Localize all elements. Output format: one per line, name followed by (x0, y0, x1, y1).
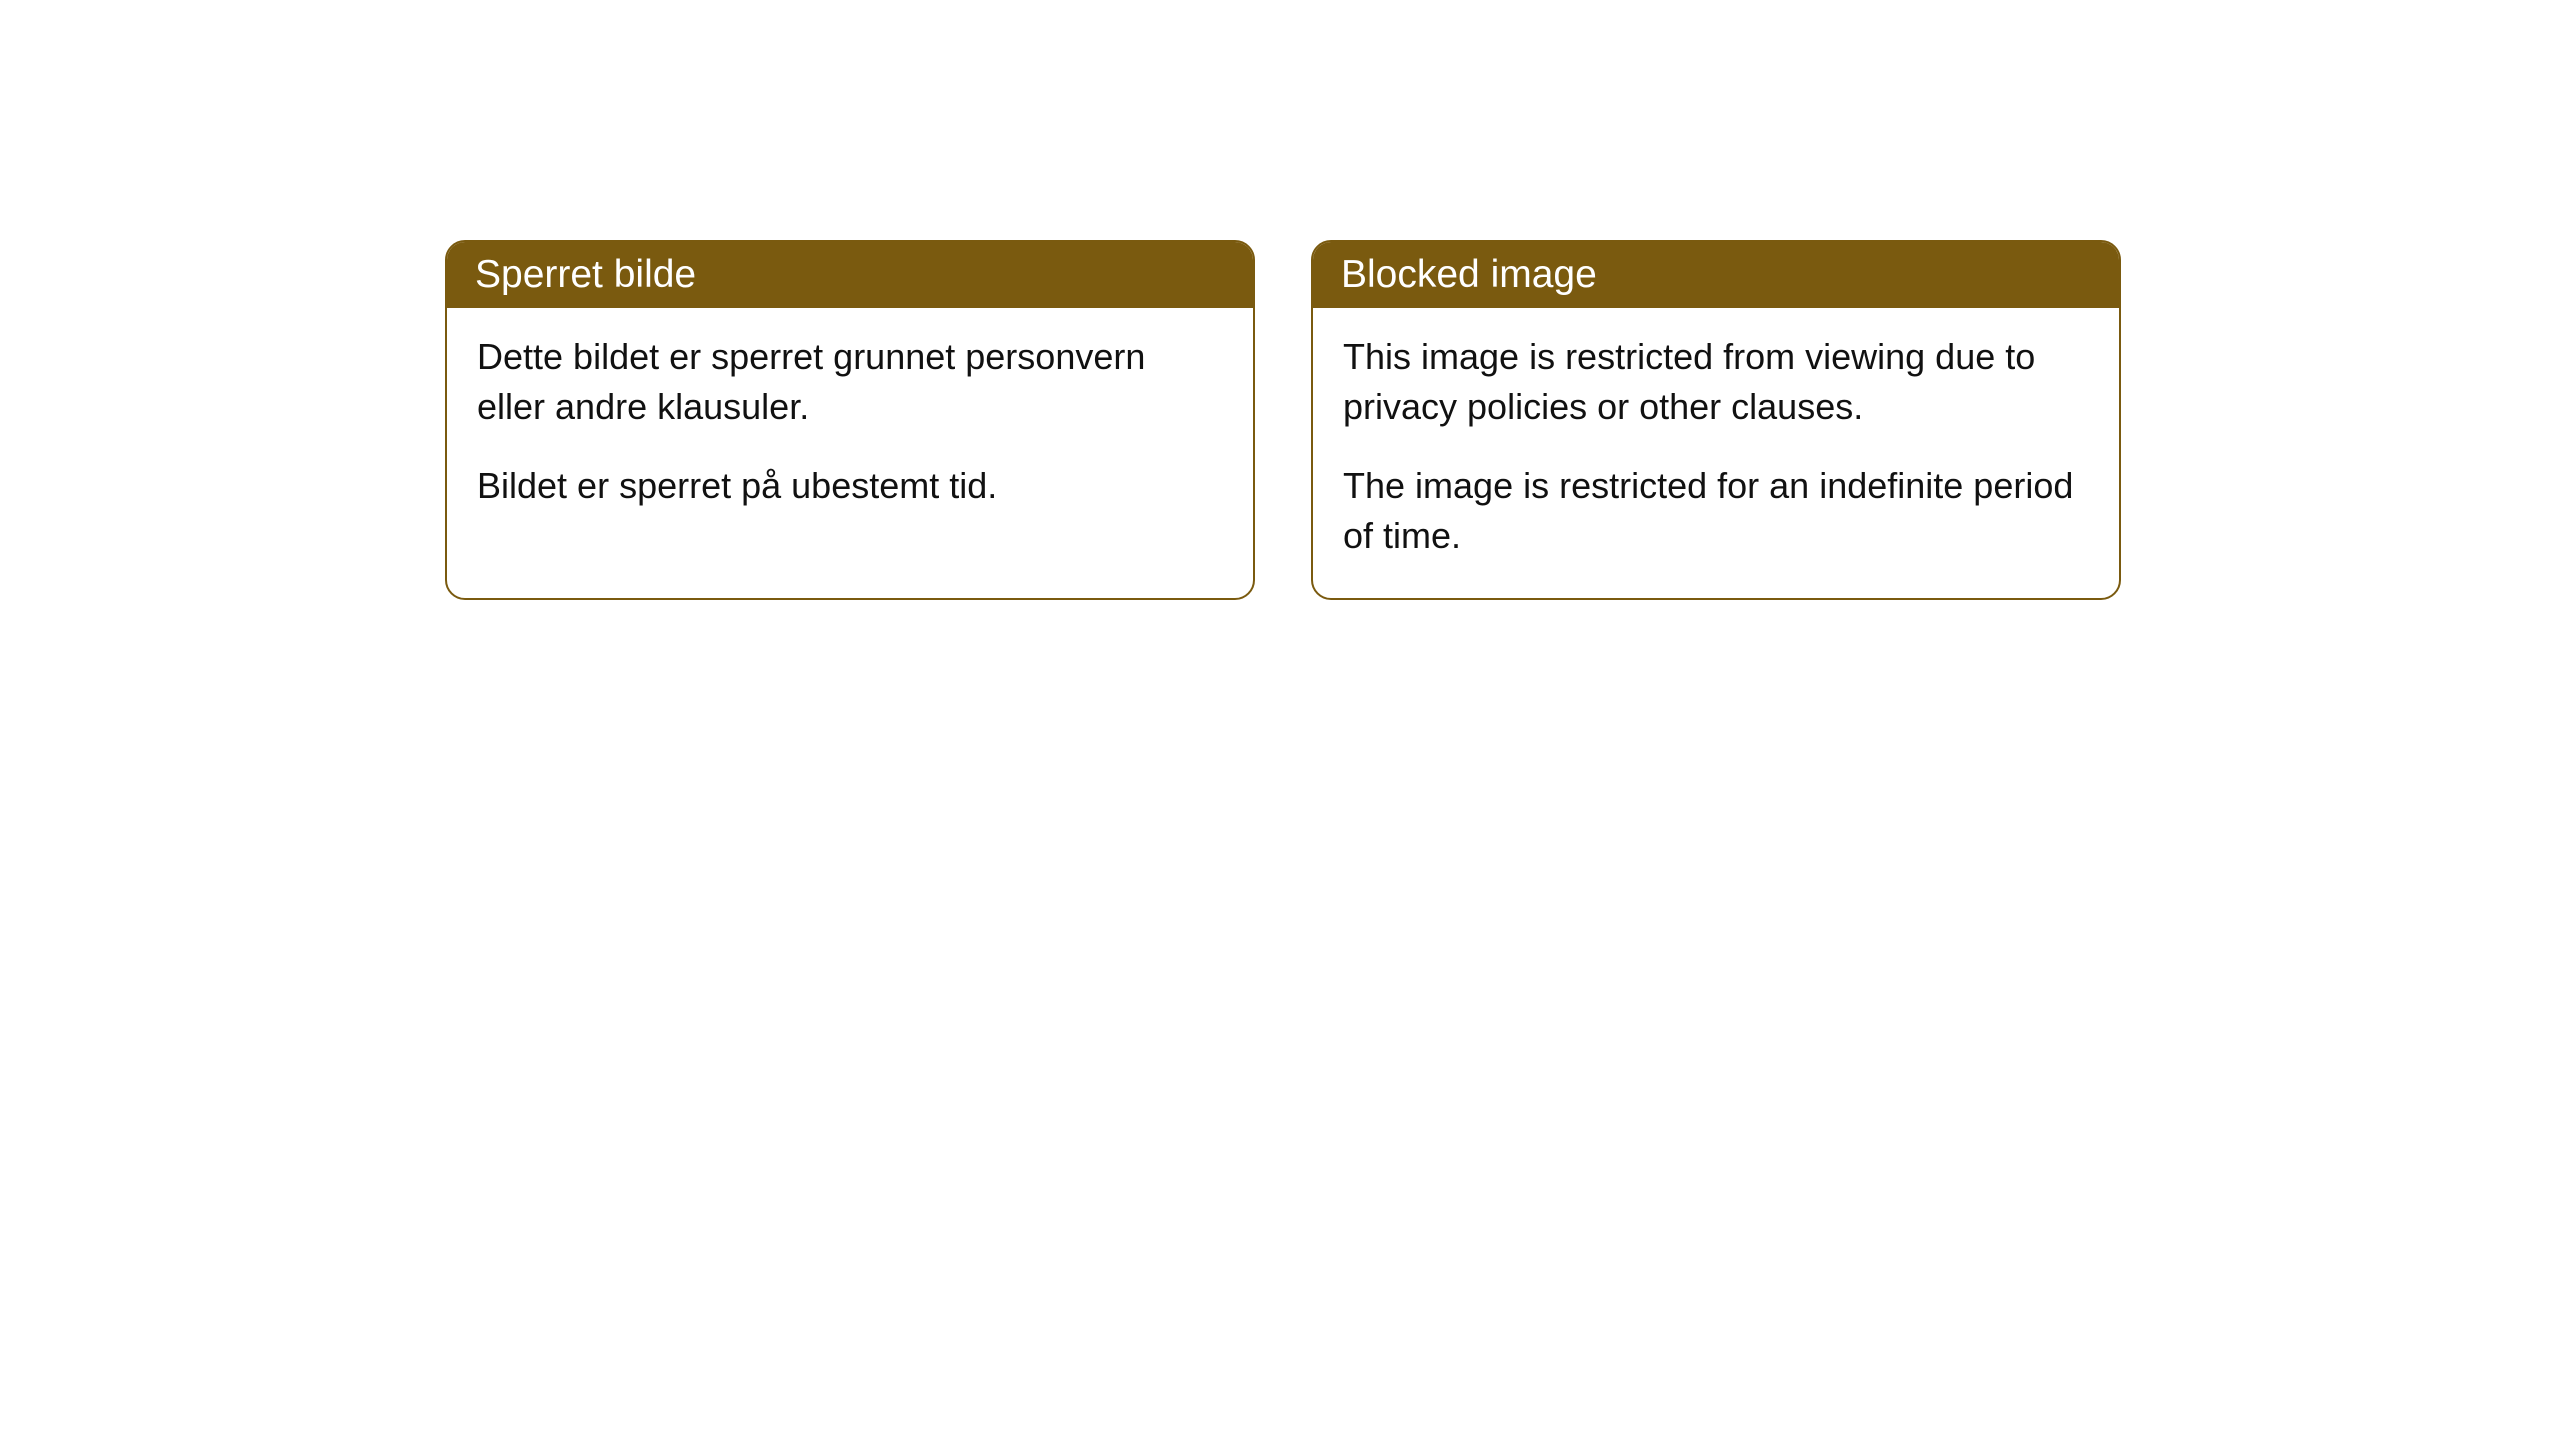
card-header: Blocked image (1313, 242, 2119, 308)
notice-cards-container: Sperret bilde Dette bildet er sperret gr… (445, 240, 2121, 600)
blocked-image-card-english: Blocked image This image is restricted f… (1311, 240, 2121, 600)
card-paragraph: Dette bildet er sperret grunnet personve… (477, 332, 1223, 433)
card-paragraph: Bildet er sperret på ubestemt tid. (477, 461, 1223, 511)
card-body: This image is restricted from viewing du… (1313, 308, 2119, 598)
card-paragraph: This image is restricted from viewing du… (1343, 332, 2089, 433)
blocked-image-card-norwegian: Sperret bilde Dette bildet er sperret gr… (445, 240, 1255, 600)
card-title: Blocked image (1341, 253, 1597, 296)
card-paragraph: The image is restricted for an indefinit… (1343, 461, 2089, 562)
card-body: Dette bildet er sperret grunnet personve… (447, 308, 1253, 547)
card-header: Sperret bilde (447, 242, 1253, 308)
card-title: Sperret bilde (475, 253, 696, 296)
